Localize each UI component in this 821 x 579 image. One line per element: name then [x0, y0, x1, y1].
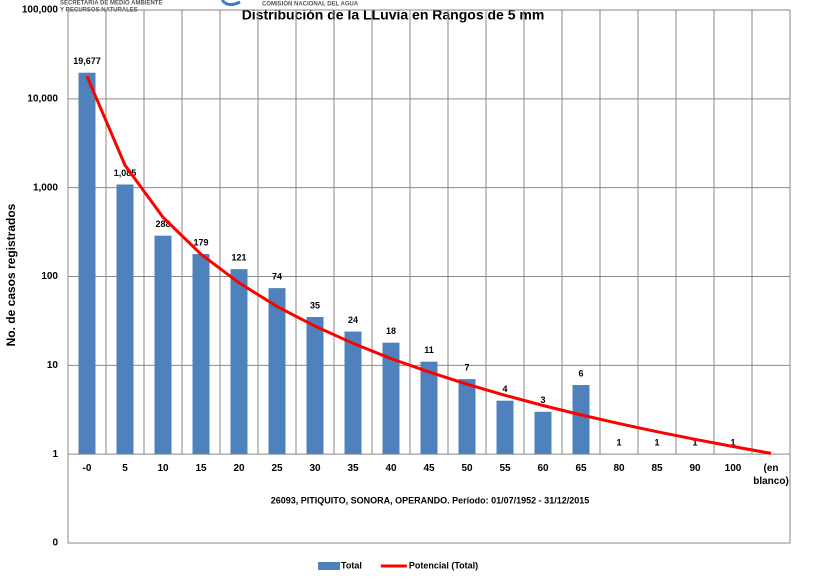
data-label: 19,677	[73, 56, 101, 66]
bar	[534, 411, 552, 455]
bar	[116, 184, 134, 455]
x-tick-label: 45	[423, 463, 435, 474]
data-label: 24	[348, 315, 358, 325]
data-label: 1	[654, 438, 659, 448]
x-tick-label: 50	[461, 463, 473, 474]
x-tick-label: 25	[271, 463, 283, 474]
data-label: 1,085	[114, 168, 137, 178]
y-tick-label: 1,000	[33, 182, 58, 193]
data-label: 288	[155, 219, 170, 229]
bar	[78, 72, 96, 455]
bar	[382, 342, 400, 455]
legend-swatch	[318, 562, 340, 570]
bar	[154, 235, 172, 455]
trend-line	[85, 75, 772, 455]
logo	[220, 0, 241, 7]
bar	[306, 317, 324, 455]
bar	[572, 385, 590, 455]
x-tick-label: 5	[122, 463, 128, 474]
x-tick-label: 90	[689, 463, 701, 474]
y-tick-label: 100,000	[22, 5, 59, 16]
data-label: 74	[272, 271, 282, 281]
x-tick-label: 35	[347, 463, 359, 474]
y-tick-label: 1	[52, 449, 58, 460]
legend-label: Potencial (Total)	[409, 560, 478, 570]
x-tick-label: 65	[575, 463, 587, 474]
x-tick-label: -0	[83, 463, 92, 474]
x-tick-label: 80	[613, 463, 625, 474]
agency-text: SECRETARÍA DE MEDIO AMBIENTE	[60, 0, 162, 7]
x-tick-label: 10	[157, 463, 169, 474]
data-label: 35	[310, 300, 320, 310]
bar	[344, 331, 362, 455]
data-label: 6	[578, 368, 583, 378]
chart-title: Distribución de la LLuvia en Rangos de 5…	[242, 7, 545, 23]
x-tick-label: 40	[385, 463, 397, 474]
legend-label: Total	[341, 560, 362, 570]
x-tick-label: 100	[725, 463, 742, 474]
data-label: 121	[231, 253, 246, 263]
data-label: 1	[730, 438, 735, 448]
x-tick-label: 30	[309, 463, 321, 474]
x-tick-label: 55	[499, 463, 511, 474]
agency-text: Y RECURSOS NATURALES	[60, 8, 138, 14]
data-label: 1	[616, 438, 621, 448]
y-tick-label: 0	[52, 538, 58, 549]
x-tick-label: 60	[537, 463, 549, 474]
x-tick-label: (en blanco)	[753, 463, 789, 487]
data-label: 7	[464, 362, 469, 372]
y-axis-label: No. de casos registrados	[4, 203, 18, 346]
y-tick-label: 100	[41, 271, 58, 282]
bar	[420, 361, 438, 455]
bar	[230, 269, 248, 455]
bar	[268, 288, 286, 455]
data-label: 18	[386, 326, 396, 336]
y-tick-label: 10	[47, 360, 59, 371]
bar	[192, 254, 210, 455]
data-label: 11	[424, 345, 434, 355]
x-tick-label: 85	[651, 463, 663, 474]
agency-text: COMISIÓN NACIONAL DEL AGUA	[262, 0, 359, 8]
y-tick-label: 10,000	[27, 93, 58, 104]
x-tick-label: 15	[195, 463, 207, 474]
data-label: 179	[193, 237, 208, 247]
data-label: 3	[540, 395, 545, 405]
bar	[458, 379, 476, 455]
data-label: 1	[692, 438, 697, 448]
bar	[496, 400, 514, 455]
data-label: 4	[502, 384, 507, 394]
annotation: 26093, PITIQUITO, SONORA, OPERANDO. Perí…	[271, 495, 589, 505]
x-tick-label: 20	[233, 463, 245, 474]
